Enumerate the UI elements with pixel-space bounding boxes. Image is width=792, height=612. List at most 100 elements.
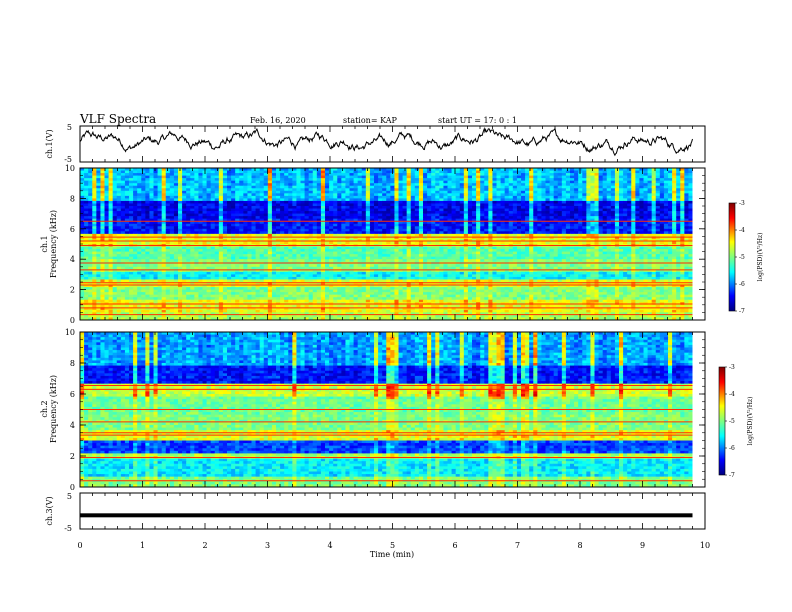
spectrogram-cell <box>521 221 526 225</box>
spectrogram-cell <box>406 168 412 172</box>
spectrogram-cell <box>186 226 191 230</box>
spectrogram-cell <box>500 203 506 207</box>
spectrogram-cell <box>198 200 204 205</box>
spectrogram-cell <box>259 168 265 172</box>
spectrogram-cell <box>92 193 97 197</box>
spectrogram-cell <box>455 178 461 182</box>
spectrogram-cell <box>402 178 408 182</box>
spectrogram-cell <box>169 180 175 184</box>
spectrogram-cell <box>386 198 391 202</box>
spectrogram-cell <box>684 188 690 192</box>
spectrogram-cell <box>619 168 624 172</box>
spectrogram-cell <box>316 193 322 197</box>
spectrogram-cell <box>541 195 547 199</box>
spectrogram-cell <box>623 231 628 235</box>
spectrogram-cell <box>578 178 583 182</box>
spectrogram-cell <box>292 178 298 182</box>
spectrogram-cell <box>418 231 424 235</box>
spectrogram-cell <box>173 241 179 245</box>
spectrogram-cell <box>267 185 273 189</box>
spectrogram-cell <box>182 249 187 253</box>
spectrogram-cell <box>414 223 420 227</box>
spectrogram-cell <box>251 206 257 210</box>
spectrogram-cell <box>610 195 616 199</box>
spectrogram-cell <box>459 198 465 202</box>
spectrogram-cell <box>512 178 518 182</box>
spectrogram-cell <box>349 249 355 253</box>
spectrogram-cell <box>161 185 167 189</box>
spectrogram-cell <box>643 193 649 197</box>
spectrogram-cell <box>406 188 412 192</box>
spectrogram-cell <box>100 193 106 197</box>
spectrogram-cell <box>345 208 351 212</box>
spectrogram-cell <box>623 185 628 189</box>
spectrogram-cell <box>484 236 489 240</box>
spectrogram-cell <box>578 203 583 207</box>
spectrogram-cell <box>124 223 130 227</box>
spectrogram-cell <box>288 198 293 202</box>
spectrogram-cell <box>369 178 375 182</box>
spectrogram-cell <box>341 221 347 225</box>
spectrogram-cell <box>414 188 420 192</box>
spectrogram-cell <box>239 236 244 240</box>
spectrogram-cell <box>606 206 612 210</box>
spectrogram-cell <box>173 228 179 232</box>
spectrogram-cell <box>231 198 236 202</box>
spectrogram-cell <box>227 180 232 184</box>
spectrogram-cell <box>214 223 220 227</box>
spectrogram-cell <box>292 170 298 174</box>
spectrogram-cell <box>365 241 371 245</box>
spectrogram-cell <box>108 233 114 237</box>
spectrogram-cell <box>578 190 583 194</box>
spectrogram-cell <box>631 175 636 179</box>
spectrogram-cell <box>227 175 232 179</box>
spectrogram-cell <box>222 208 228 212</box>
spectrogram-cell <box>333 188 338 192</box>
spectrogram-cell <box>484 216 489 220</box>
spectrogram-cell <box>276 231 281 235</box>
spectrogram-cell <box>369 208 375 212</box>
spectrogram-cell <box>157 200 163 205</box>
spectrogram-cell <box>459 218 465 222</box>
spectrogram-cell <box>222 218 228 222</box>
spectrogram-cell <box>668 236 673 240</box>
spectrogram-cell <box>521 200 526 205</box>
spectrogram-cell <box>320 193 326 197</box>
spectrogram-cell <box>386 180 391 184</box>
spectrogram-cell <box>557 185 563 189</box>
spectrogram-cell <box>120 200 126 205</box>
spectrogram-cell <box>606 216 612 220</box>
spectrogram-cell <box>676 231 681 235</box>
spectrogram-cell <box>476 188 481 192</box>
spectrogram-cell <box>194 221 200 225</box>
spectrogram-cell <box>276 211 281 215</box>
spectrogram-cell <box>259 233 265 237</box>
spectrogram-cell <box>182 180 187 184</box>
spectrogram-cell <box>120 241 126 245</box>
spectrogram-cell <box>320 208 326 212</box>
spectrogram-cell <box>100 195 106 199</box>
spectrogram-cell <box>480 218 485 222</box>
spectrogram-cell <box>186 241 191 245</box>
spectrogram-cell <box>582 203 587 207</box>
spectrogram-cell <box>663 221 669 225</box>
spectrogram-cell <box>100 188 106 192</box>
spectrogram-cell <box>178 211 183 215</box>
spectrogram-cell <box>610 241 616 245</box>
spectrogram-cell <box>623 226 628 230</box>
spectrogram-cell <box>582 190 587 194</box>
spectrogram-cell <box>198 241 204 245</box>
spectrogram-cell <box>84 190 89 194</box>
spectrogram-cell <box>186 216 191 220</box>
spectrogram-cell <box>545 173 551 177</box>
spectrogram-cell <box>480 241 485 245</box>
spectrogram-cell <box>467 233 473 237</box>
spectrogram-cell <box>378 193 383 197</box>
spectrogram-cell <box>182 185 187 189</box>
spectrogram-cell <box>214 178 220 182</box>
spectrogram-cell <box>149 180 155 184</box>
spectrogram-cell <box>218 188 224 192</box>
spectrogram-cell <box>406 228 412 232</box>
spectrogram-cell <box>414 206 420 210</box>
